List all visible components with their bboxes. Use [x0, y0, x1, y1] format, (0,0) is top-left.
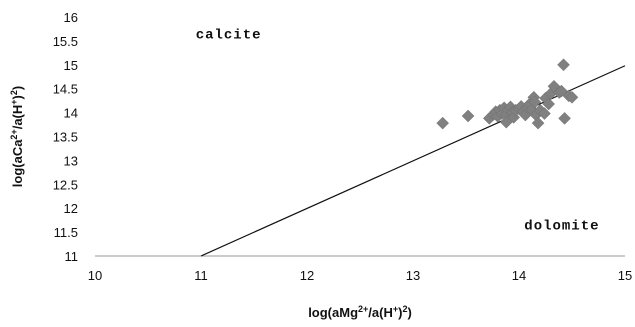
data-point-diamond — [557, 58, 570, 72]
y-tick-label: 11.5 — [54, 225, 78, 240]
x-axis-ticks: 10 11 12 13 14 15 — [88, 268, 632, 283]
data-point-diamond — [531, 116, 545, 130]
calcite-dolomite-boundary-line — [200, 65, 626, 257]
x-tick-label: 11 — [194, 268, 208, 283]
dolomite-region-label: dolomite — [524, 219, 599, 235]
x-tick-label: 15 — [618, 268, 632, 283]
data-point-diamond — [436, 116, 450, 130]
y-axis-ticks: 11 11.5 12 12.5 13 13.5 14 14.5 15 15.5 16 — [53, 10, 78, 264]
x-tick-label: 12 — [300, 268, 314, 283]
data-point-diamond — [558, 111, 571, 125]
y-axis-title: log(aCa2+/a(H+)2) — [9, 86, 25, 187]
y-tick-label: 13.5 — [53, 130, 78, 145]
data-point-diamond — [461, 109, 475, 123]
calcite-region-label: calcite — [196, 28, 262, 44]
y-tick-label: 16 — [64, 10, 78, 25]
y-tick-label: 15.5 — [53, 34, 78, 49]
data-point-diamond — [528, 95, 542, 109]
y-tick-label: 12.5 — [53, 177, 78, 192]
x-axis-title: log(aMg2+/a(H+)2) — [308, 304, 412, 320]
y-tick-label: 12 — [64, 201, 78, 216]
y-tick-label: 14 — [64, 106, 78, 121]
y-tick-label: 11 — [65, 249, 79, 264]
y-tick-label: 13 — [64, 153, 78, 168]
data-points — [436, 58, 579, 130]
data-point-diamond — [538, 107, 551, 120]
x-tick-label: 10 — [88, 268, 102, 283]
x-tick-label: 14 — [512, 268, 526, 283]
y-tick-label: 15 — [64, 58, 78, 73]
x-tick-label: 13 — [406, 268, 420, 283]
data-point-diamond — [565, 90, 579, 104]
y-tick-label: 14.5 — [53, 82, 78, 97]
data-point-diamond — [542, 97, 556, 111]
